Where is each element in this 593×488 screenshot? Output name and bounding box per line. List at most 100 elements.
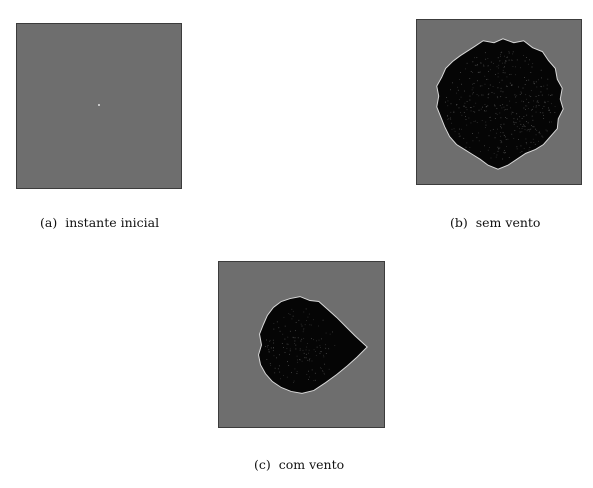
texture-speck [539, 112, 541, 114]
texture-speck [313, 380, 315, 382]
texture-speck [447, 115, 448, 117]
texture-speck [308, 378, 310, 380]
texture-speck [519, 128, 520, 129]
texture-speck [504, 135, 505, 136]
texture-speck [526, 130, 528, 132]
texture-speck [287, 336, 289, 338]
texture-speck [484, 145, 485, 147]
texture-speck [519, 131, 521, 133]
texture-speck [299, 359, 301, 360]
texture-speck [450, 117, 451, 119]
texture-speck [535, 111, 537, 113]
texture-speck [497, 146, 499, 148]
texture-speck [487, 65, 489, 67]
texture-speck [525, 138, 527, 140]
texture-speck [320, 351, 322, 352]
texture-speck [526, 79, 528, 81]
texture-speck [495, 112, 497, 114]
texture-speck [531, 108, 533, 110]
texture-speck [456, 92, 458, 94]
texture-speck [551, 94, 553, 96]
texture-speck [515, 122, 517, 124]
texture-speck [466, 62, 468, 64]
texture-speck [546, 84, 548, 86]
simulation-panel-wind [218, 261, 385, 428]
texture-speck [460, 112, 461, 113]
texture-speck [476, 64, 478, 66]
texture-speck [523, 55, 524, 56]
texture-speck [319, 345, 321, 347]
texture-speck [476, 64, 478, 66]
texture-speck [306, 374, 308, 375]
texture-speck [448, 118, 450, 120]
texture-speck [533, 82, 535, 84]
texture-speck [466, 124, 468, 126]
texture-speck [533, 126, 535, 128]
texture-speck [294, 340, 296, 342]
texture-speck [513, 138, 515, 139]
texture-speck [504, 150, 506, 151]
texture-speck [460, 72, 461, 73]
texture-speck [516, 126, 518, 128]
texture-speck [526, 143, 528, 145]
texture-speck [510, 73, 512, 75]
texture-speck [536, 86, 538, 88]
texture-speck [509, 74, 511, 75]
texture-speck [446, 97, 447, 98]
texture-speck [479, 62, 481, 64]
texture-speck [499, 60, 501, 61]
texture-speck [521, 100, 523, 102]
texture-speck [291, 318, 293, 320]
texture-speck [501, 141, 503, 143]
texture-speck [505, 152, 506, 154]
texture-speck [529, 59, 530, 61]
texture-speck [524, 84, 526, 85]
texture-speck [500, 117, 502, 119]
texture-speck [519, 116, 521, 118]
texture-speck [473, 106, 475, 108]
texture-speck [520, 67, 521, 69]
texture-speck [278, 327, 280, 329]
texture-speck [474, 111, 476, 113]
texture-speck [470, 70, 472, 72]
texture-speck [277, 368, 279, 370]
texture-speck [470, 110, 472, 112]
texture-speck [309, 376, 310, 378]
texture-speck [502, 72, 504, 74]
texture-speck [301, 325, 303, 327]
texture-speck [500, 142, 502, 144]
texture-speck [267, 346, 268, 348]
texture-speck [303, 328, 305, 330]
texture-speck [540, 91, 542, 93]
texture-speck [332, 331, 334, 333]
texture-speck [456, 104, 457, 106]
texture-speck [548, 109, 550, 111]
texture-speck [473, 83, 475, 84]
texture-speck [552, 94, 554, 96]
texture-speck [550, 95, 551, 96]
texture-speck [541, 135, 543, 137]
texture-speck [493, 92, 495, 94]
texture-speck [476, 80, 478, 82]
texture-speck [459, 99, 460, 101]
texture-speck [521, 92, 522, 94]
texture-speck [498, 64, 500, 66]
texture-speck [490, 130, 491, 132]
texture-speck [450, 118, 452, 120]
texture-speck [525, 121, 527, 122]
texture-speck [547, 78, 549, 80]
texture-speck [489, 69, 491, 71]
texture-speck [284, 352, 286, 353]
texture-speck [471, 89, 473, 91]
texture-speck [458, 79, 460, 80]
texture-speck [463, 137, 465, 139]
texture-speck [500, 87, 502, 89]
texture-speck [500, 54, 501, 56]
texture-speck [265, 346, 267, 347]
texture-speck [500, 52, 502, 54]
texture-speck [554, 106, 556, 108]
texture-speck [489, 147, 491, 148]
texture-speck [316, 346, 318, 348]
texture-speck [503, 123, 505, 125]
texture-speck [523, 124, 524, 126]
